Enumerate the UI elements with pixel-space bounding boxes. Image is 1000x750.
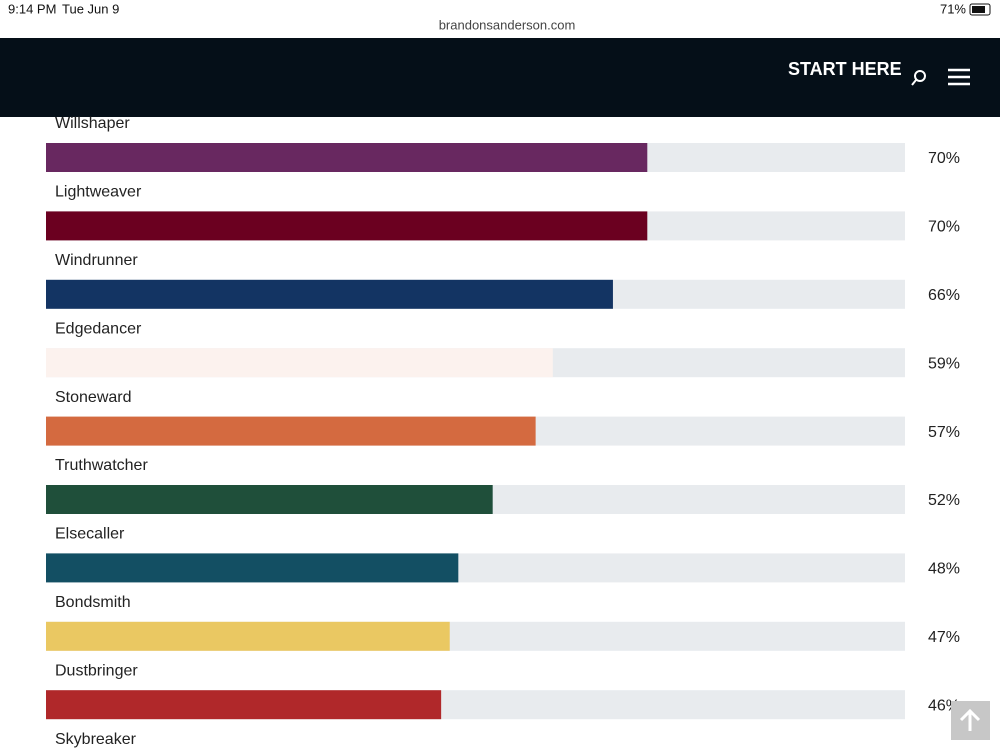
time: 9:14 PM	[8, 1, 56, 16]
category-label: Truthwatcher	[55, 457, 148, 474]
category-label: Edgedancer	[55, 320, 142, 337]
start-here-link[interactable]: START HERE	[788, 59, 902, 79]
arrow-up-icon	[959, 708, 981, 731]
category-label: Elsecaller	[55, 526, 125, 543]
battery-level	[972, 6, 985, 13]
date: Tue Jun 9	[62, 1, 119, 16]
category-label: Bondsmith	[55, 594, 131, 611]
value-label: 70%	[928, 150, 960, 167]
value-label: 52%	[928, 492, 960, 509]
bar	[46, 553, 459, 583]
value-label: 57%	[928, 424, 960, 441]
bar	[46, 279, 613, 309]
value-label: 70%	[928, 219, 960, 236]
search-icon[interactable]	[911, 70, 926, 86]
category-label: Windrunner	[55, 252, 138, 269]
bar	[46, 485, 493, 514]
category-label: Lightweaver	[55, 184, 142, 201]
value-label: 47%	[928, 629, 960, 646]
category-label: Willshaper	[55, 115, 130, 132]
chart: Willshaper 70% Lightweaver 70% Windrunner 66%…	[46, 115, 960, 748]
value-label: 59%	[928, 355, 960, 372]
bar	[46, 621, 450, 651]
bar	[46, 348, 553, 378]
value-label: 48%	[928, 561, 960, 578]
nav-bar	[0, 38, 1000, 117]
category-label: Stoneward	[55, 389, 132, 406]
menu-icon[interactable]	[948, 68, 970, 86]
battery: 71%	[940, 1, 966, 16]
bar	[46, 690, 442, 720]
bar	[46, 211, 648, 241]
category-label: Dustbringer	[55, 662, 138, 679]
battery-icon	[969, 3, 991, 16]
value-label: 66%	[928, 287, 960, 304]
category-label: Skybreaker	[55, 731, 137, 748]
url[interactable]: brandonsanderson.com	[439, 17, 576, 32]
status-bar	[0, 0, 1000, 38]
bar	[46, 416, 536, 446]
bar	[46, 143, 648, 172]
